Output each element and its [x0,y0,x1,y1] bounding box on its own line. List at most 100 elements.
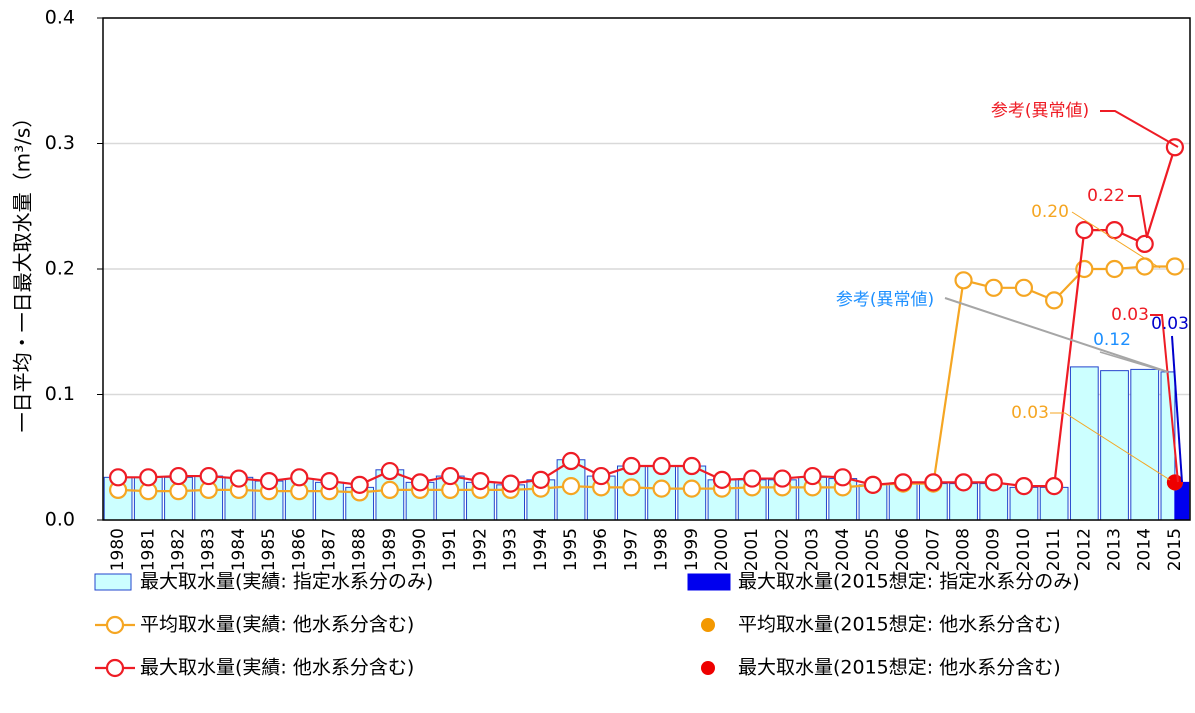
x-tick-label: 1987 [319,528,339,571]
marker [743,469,762,488]
marker [169,482,188,501]
annotation-leader [944,297,1169,373]
x-tick-label: 2009 [984,528,1004,571]
x-tick-label: 2007 [923,528,943,571]
marker [441,466,460,486]
x-tick-label: 1996 [591,528,611,571]
y-tick-label: 0.3 [45,132,75,154]
x-tick-label: 2012 [1074,528,1094,571]
annotation-leader [1150,314,1179,483]
marker [350,475,369,494]
x-tick-label: 2008 [954,528,974,571]
y-tick-label: 0.4 [45,7,75,29]
x-tick-label: 1993 [501,528,521,571]
x-tick-label: 1983 [199,528,219,571]
marker [682,479,701,498]
legend-label: 最大取水量(2015想定: 指定水系分のみ) [738,571,1080,593]
plot-frame [102,17,1191,521]
y-tick-label: 0.0 [45,509,75,531]
marker [1105,259,1124,279]
annotation: 参考(異常値) [991,101,1089,121]
x-tick-label: 2011 [1044,528,1064,571]
marker [229,469,248,488]
marker [954,473,973,492]
annotation-leader [1050,412,1171,481]
marker [682,456,701,476]
marker [622,456,641,476]
marker [1045,291,1064,310]
annotation-leader [1099,351,1161,371]
x-tick-label: 2004 [833,528,853,571]
marker [894,473,913,492]
line [118,146,1176,488]
marker [863,475,883,494]
annotation-leader [1128,195,1148,239]
marker [984,473,1003,492]
legend-swatch [105,615,125,635]
marker [954,271,973,290]
marker [410,473,430,492]
marker [561,477,581,496]
marker [199,466,218,486]
x-tick-label: 2013 [1105,528,1125,571]
x-tick-label: 2002 [772,528,792,571]
marker [833,468,852,487]
marker [652,479,671,498]
marker [1014,477,1034,496]
x-tick-label: 2005 [863,528,883,571]
annotation: 0.03 [1151,314,1189,334]
annotation: 0.03 [1011,403,1049,423]
marker [169,466,188,486]
x-tick-label: 1984 [229,528,249,571]
x-tick-label: 2014 [1135,528,1155,571]
marker [773,469,792,488]
legend-swatch [94,573,132,591]
marker [1165,257,1185,276]
marker [592,466,611,486]
bar [1100,370,1129,521]
annotation-leader [1171,335,1183,483]
marker [259,471,279,491]
x-tick-label: 1985 [259,528,279,571]
x-tick-label: 1980 [108,528,128,571]
legend-swatch [701,618,715,632]
x-tick-label: 1995 [561,528,581,571]
x-tick-label: 1990 [410,528,430,571]
marker [984,278,1003,297]
marker [1075,220,1094,240]
annotation-leader [1100,110,1179,148]
y-tick-label: 0.1 [45,383,75,405]
marker [139,468,158,487]
x-tick-label: 2006 [893,528,913,571]
line [118,265,1175,494]
marker [1045,477,1064,496]
marker [290,468,309,487]
x-tick-label: 1988 [350,528,370,571]
x-tick-label: 1986 [289,528,309,571]
marker [561,451,581,471]
x-tick-label: 1982 [168,528,188,571]
marker [531,470,550,489]
marker [471,471,490,491]
bar [1130,368,1160,521]
bar [1069,366,1099,521]
x-tick-label: 1994 [531,528,551,571]
marker [108,468,128,487]
x-tick-label: 1998 [652,528,672,571]
legend-swatch [687,573,731,591]
marker [380,480,399,499]
x-tick-label: 2003 [803,528,823,571]
bar [1160,371,1176,521]
x-tick-label: 2001 [742,528,762,571]
annotation: 0.12 [1093,330,1131,350]
x-tick-label: 2015 [1165,528,1185,571]
y-tick-label: 0.2 [45,258,75,280]
x-tick-label: 1997 [621,528,641,571]
legend-label: 平均取水量(2015想定: 他水系分含む) [738,614,1061,636]
x-tick-label: 1992 [470,528,490,571]
marker [622,478,641,497]
legend-label: 最大取水量(2015想定: 他水系分含む) [738,657,1061,679]
y-axis-label: 一日平均・一日最大取水量（m³/s） [11,108,35,433]
x-tick-label: 1999 [682,528,702,571]
